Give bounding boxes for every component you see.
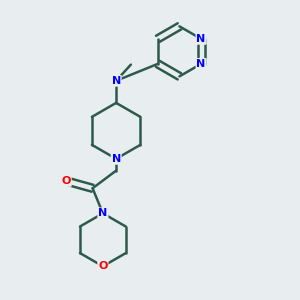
Text: O: O xyxy=(61,176,71,186)
Text: N: N xyxy=(196,59,206,69)
Text: N: N xyxy=(112,76,121,86)
Text: N: N xyxy=(98,208,107,218)
Text: O: O xyxy=(98,261,108,271)
Text: N: N xyxy=(112,154,121,164)
Text: N: N xyxy=(196,34,206,44)
